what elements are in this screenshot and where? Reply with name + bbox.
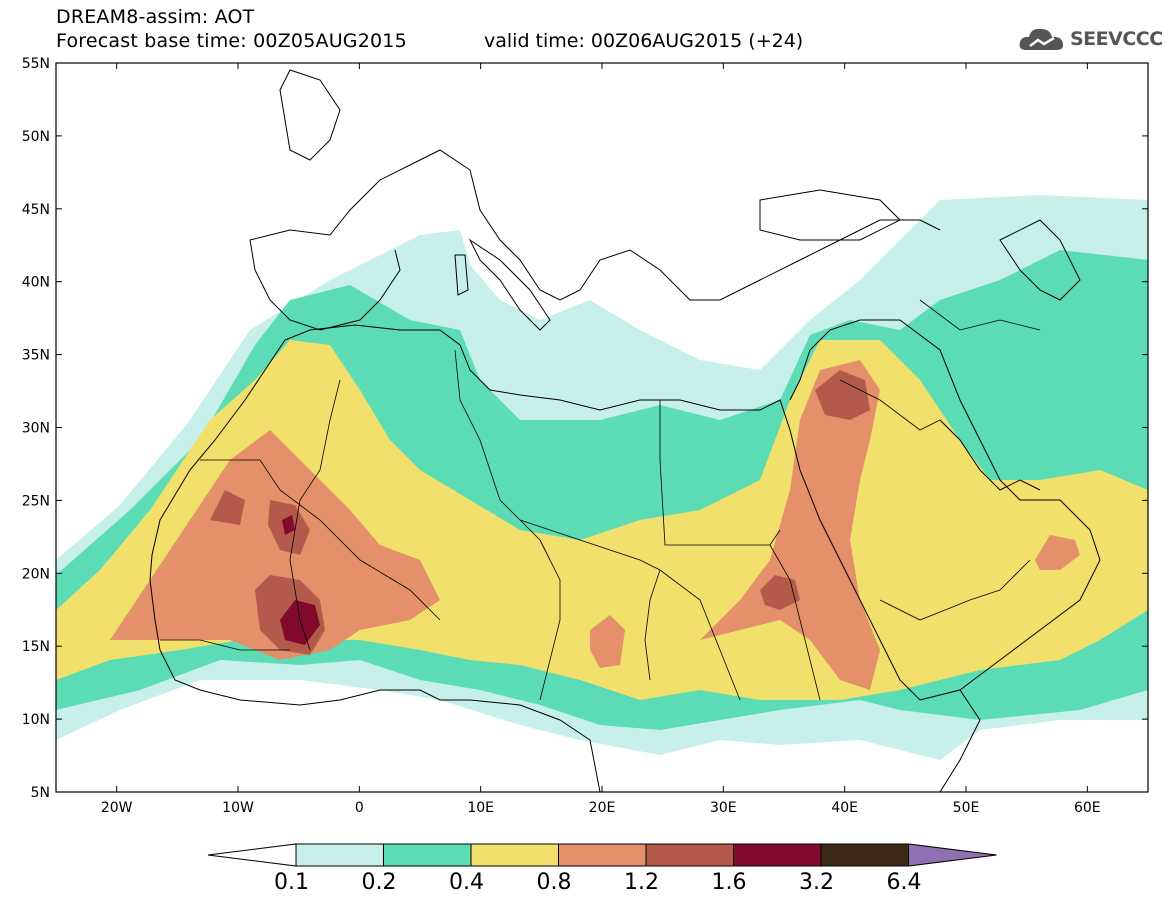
colorbar-label: 0.8 (536, 870, 572, 895)
lon-label: 30E (710, 800, 737, 816)
colorbar-segment (558, 843, 647, 867)
map-title: DREAM8-assim: AOT (56, 6, 255, 28)
aot-band-1.6 (280, 600, 320, 645)
lon-label: 60E (1074, 800, 1101, 816)
forecast-base-time: Forecast base time: 00Z05AUG2015 (56, 30, 407, 52)
europe-coast (249, 149, 941, 301)
colorbar (207, 843, 997, 867)
colorbar-label: 1.6 (711, 870, 747, 895)
aot-band-0.8 (110, 430, 440, 660)
lat-label: 50N (22, 129, 50, 145)
colorbar-label: 6.4 (886, 870, 922, 895)
colorbar-segment (733, 843, 822, 867)
colorbar-segment (645, 843, 734, 867)
lat-label: 5N (31, 785, 50, 801)
black-sea-coast (759, 189, 901, 241)
lat-label: 40N (22, 275, 50, 291)
aot-band-0.8d (1035, 535, 1080, 570)
aot-band-0.8b (700, 360, 880, 690)
colorbar-upper-extend (908, 843, 997, 867)
italy-coast (468, 238, 551, 331)
coastlines (149, 69, 1101, 792)
colorbar-label: 0.4 (449, 870, 484, 895)
longitude-axis: 20W 10W 0 10E 20E 30E 40E 50E 60E (101, 63, 1101, 816)
colorbar-segment (295, 843, 384, 867)
aot-band-0.8c (590, 615, 625, 668)
lat-label: 15N (22, 639, 50, 655)
aot-fill-layer (56, 195, 1148, 760)
colorbar-segment (383, 843, 472, 867)
colorbar-label: 0.2 (361, 870, 397, 895)
colorbar-label: 0.1 (274, 870, 309, 895)
iberia-coast (249, 239, 401, 331)
lon-label: 10W (222, 800, 254, 816)
britain-coast (279, 69, 341, 161)
seevccc-logo: SEEVCCC (1018, 24, 1163, 56)
colorbar-label: 1.2 (624, 870, 659, 895)
lon-label: 40E (831, 800, 858, 816)
arabia-coast (789, 319, 1101, 691)
lat-label: 30N (22, 421, 50, 437)
west-africa-coast (149, 554, 601, 792)
colorbar-label: 3.2 (799, 870, 834, 895)
sardinia-coast (454, 254, 469, 296)
aot-band-1.6b (282, 515, 295, 535)
aot-band-1.2d (760, 575, 800, 610)
lat-label: 25N (22, 493, 50, 509)
latitude-axis: 55N 50N 45N 40N 35N 30N 25N 20N 15N 10N 5N (22, 56, 1148, 801)
africa-coast (151, 324, 981, 792)
lat-label: 35N (22, 348, 50, 364)
lon-label: 20E (589, 800, 616, 816)
lat-label: 10N (22, 712, 50, 728)
aot-band-1.2 (210, 490, 245, 525)
lon-label: 10E (467, 800, 494, 816)
logo-text: SEEVCCC (1070, 28, 1163, 50)
cloud-icon (1019, 28, 1064, 50)
gulf-coast (939, 419, 1041, 491)
lon-label: 0 (355, 800, 364, 816)
colorbar-segment (820, 843, 909, 867)
valid-time: valid time: 00Z06AUG2015 (+24) (484, 30, 804, 52)
lon-label: 50E (953, 800, 980, 816)
caspian-coast (999, 219, 1081, 301)
lat-label: 20N (22, 566, 50, 582)
colorbar-segment (470, 843, 559, 867)
lon-label: 20W (101, 800, 133, 816)
country-borders (160, 299, 1041, 701)
lat-label: 55N (22, 56, 50, 72)
colorbar-lower-extend (207, 843, 297, 867)
aot-band-1.2e (815, 370, 870, 420)
lat-label: 45N (22, 202, 50, 218)
